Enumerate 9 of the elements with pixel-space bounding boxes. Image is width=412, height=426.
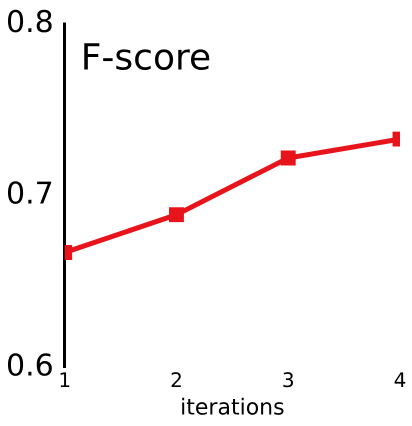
y-tick-label: 0.8 [6, 4, 54, 40]
chart-title: F-score [80, 37, 212, 78]
x-tick-label: 1 [58, 368, 72, 392]
x-tick-label: 3 [282, 368, 295, 392]
x-tick-label: 2 [170, 368, 183, 392]
y-tick-label: 0.6 [6, 348, 54, 384]
y-tick-label: 0.7 [6, 176, 54, 212]
x-tick-label: 4 [394, 368, 406, 392]
x-axis-title: iterations [180, 396, 285, 421]
